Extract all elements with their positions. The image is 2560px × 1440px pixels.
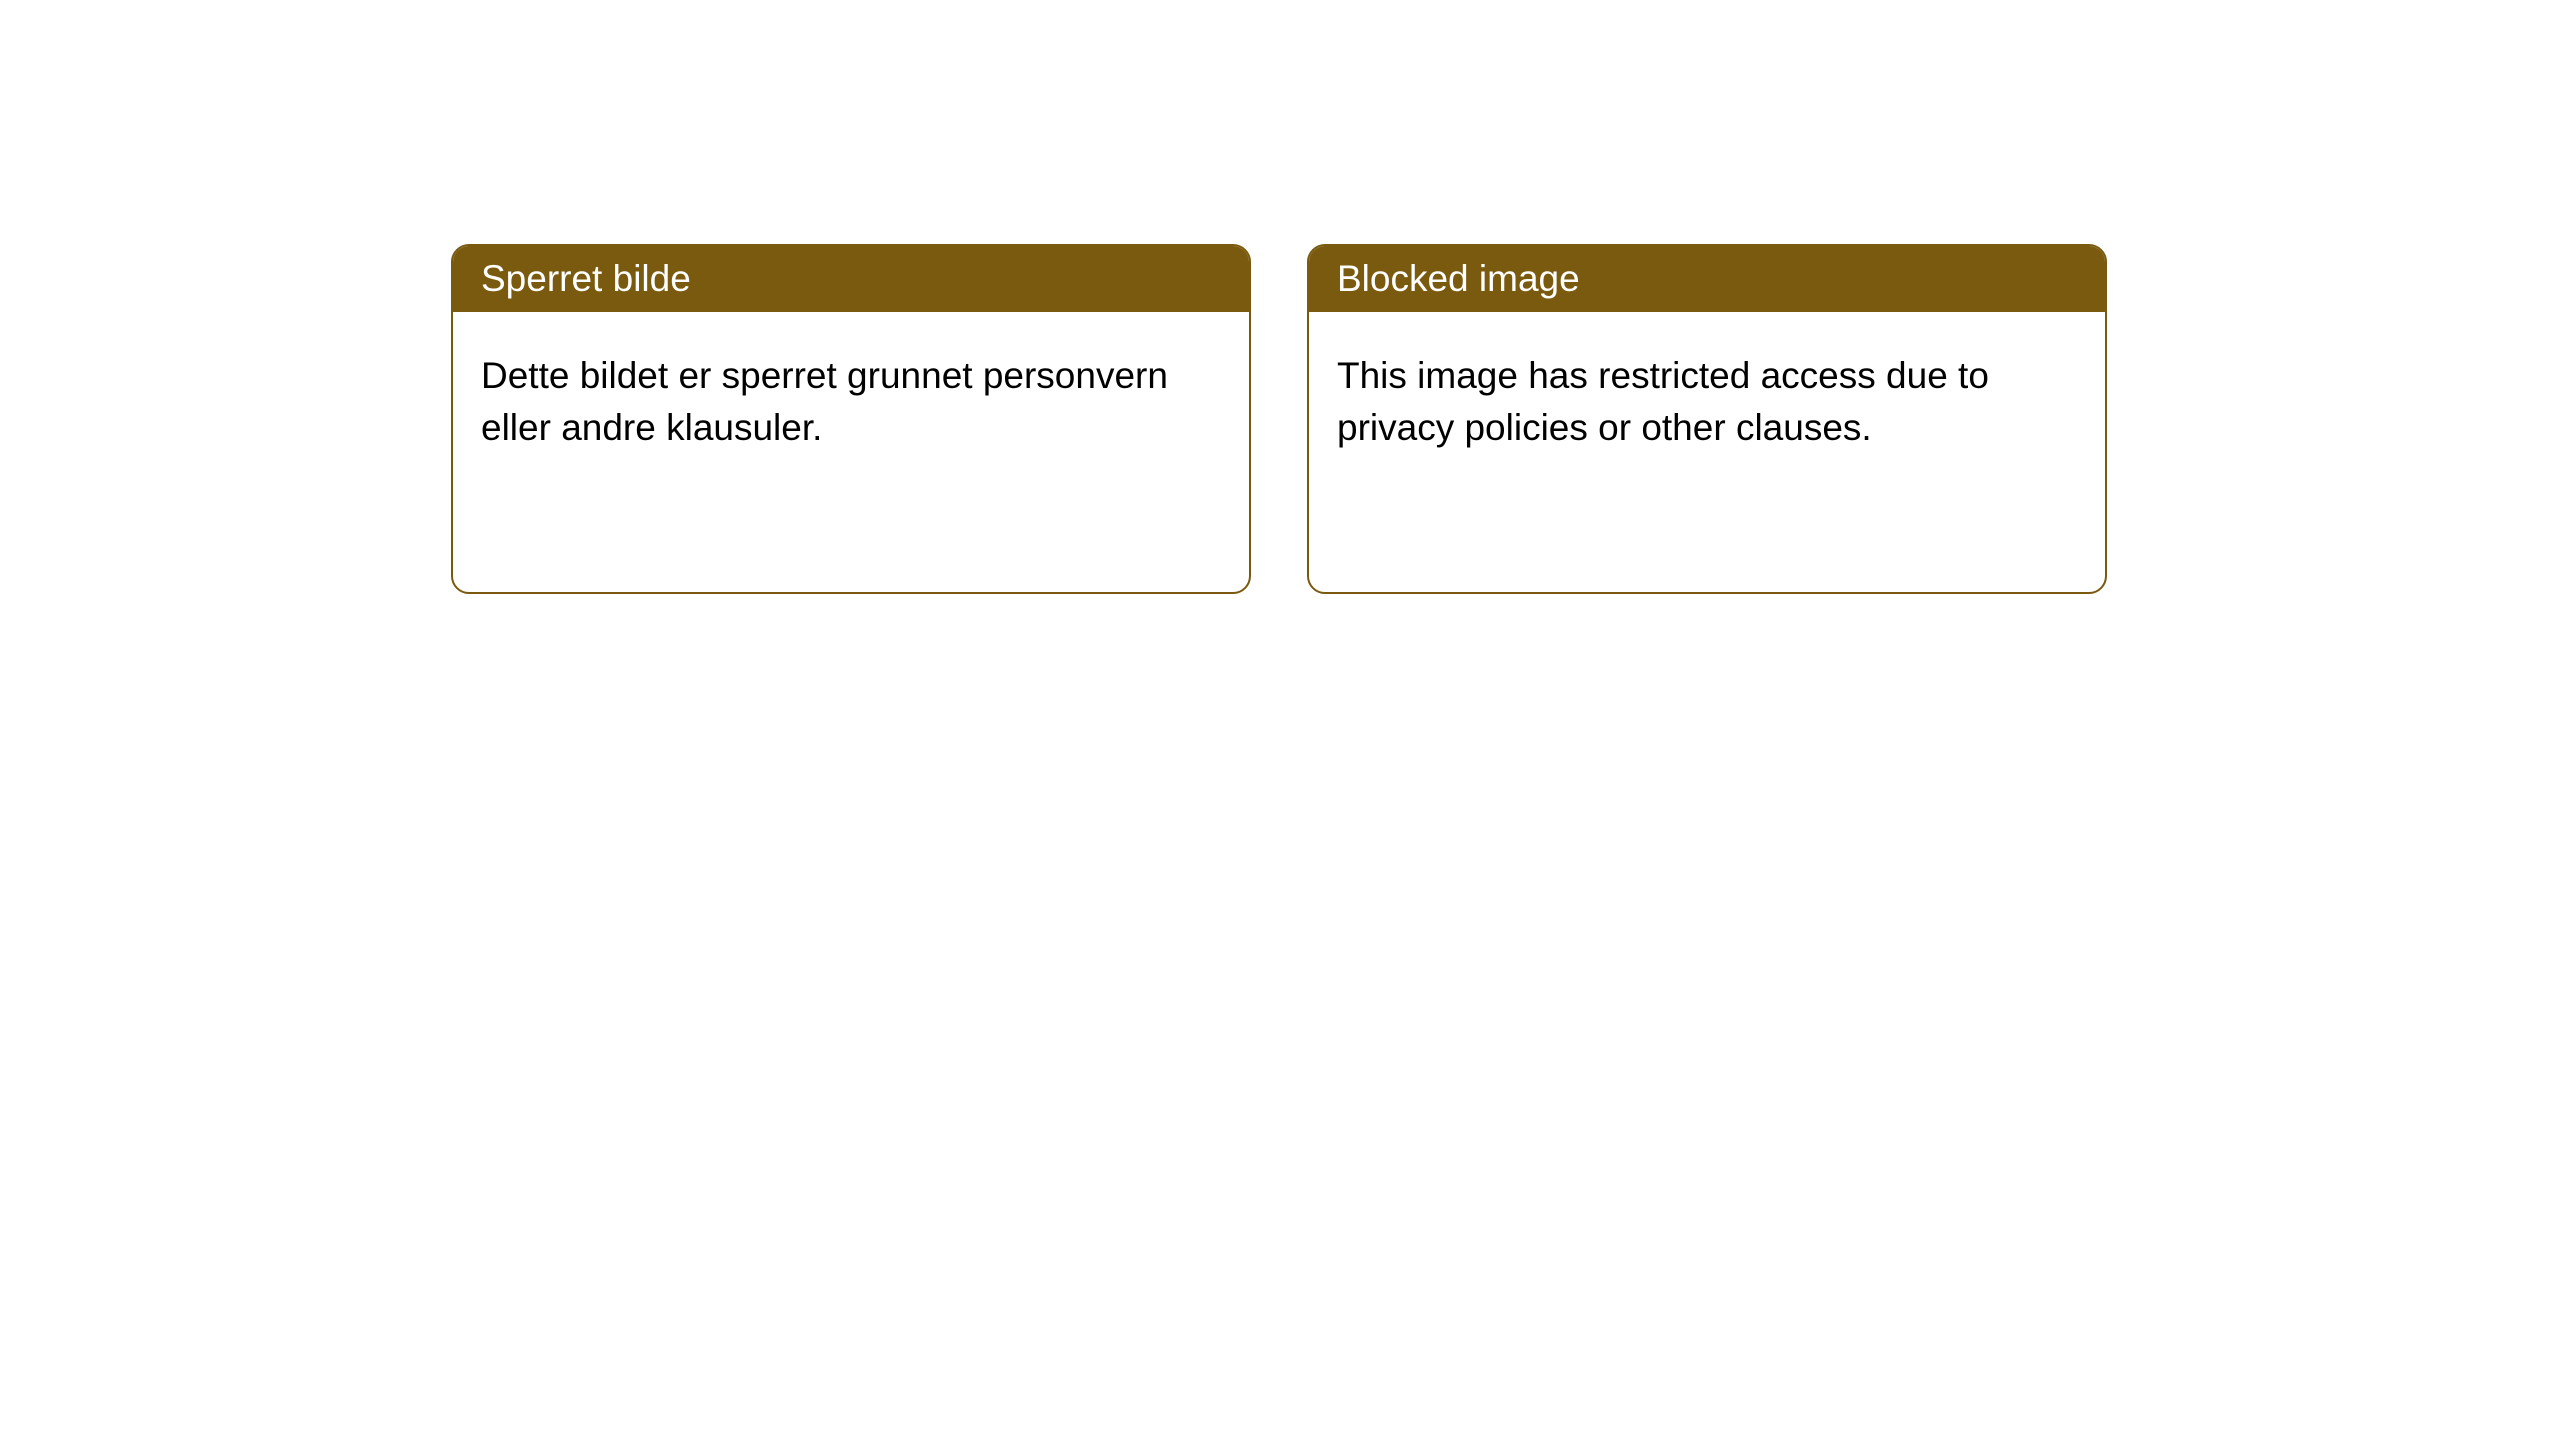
card-header-english: Blocked image bbox=[1309, 246, 2105, 312]
card-header-norwegian: Sperret bilde bbox=[453, 246, 1249, 312]
card-message-norwegian: Dette bildet er sperret grunnet personve… bbox=[481, 355, 1168, 448]
card-message-english: This image has restricted access due to … bbox=[1337, 355, 1989, 448]
card-body-norwegian: Dette bildet er sperret grunnet personve… bbox=[453, 312, 1249, 592]
notice-card-norwegian: Sperret bilde Dette bildet er sperret gr… bbox=[451, 244, 1251, 594]
card-body-english: This image has restricted access due to … bbox=[1309, 312, 2105, 592]
notice-card-english: Blocked image This image has restricted … bbox=[1307, 244, 2107, 594]
notice-container: Sperret bilde Dette bildet er sperret gr… bbox=[0, 0, 2560, 594]
card-title-english: Blocked image bbox=[1337, 258, 1580, 299]
card-title-norwegian: Sperret bilde bbox=[481, 258, 691, 299]
